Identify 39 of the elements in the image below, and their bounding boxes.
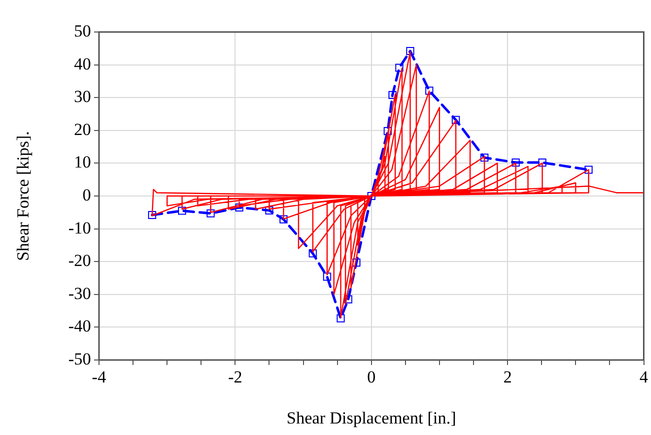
point bbox=[384, 127, 392, 136]
point bbox=[323, 272, 332, 281]
y-tick-label: 30 bbox=[74, 87, 91, 106]
x-tick-label: 2 bbox=[503, 368, 512, 387]
y-tick-label: 10 bbox=[74, 152, 91, 172]
y-tick-label: -30 bbox=[68, 284, 91, 303]
x-tick-label: -2 bbox=[228, 368, 242, 387]
point bbox=[206, 209, 215, 218]
y-tick-label: 20 bbox=[74, 120, 91, 139]
point bbox=[352, 258, 360, 267]
x-tick-label: -4 bbox=[92, 368, 107, 387]
y-tick-label: -10 bbox=[68, 218, 91, 238]
y-tick-label: -40 bbox=[68, 316, 91, 336]
point bbox=[425, 86, 434, 95]
x-tick-label: 4 bbox=[640, 368, 648, 387]
y-tick-label: 40 bbox=[74, 54, 91, 74]
point bbox=[395, 64, 404, 72]
y-tick-label: -20 bbox=[68, 251, 91, 270]
point bbox=[148, 210, 156, 220]
point bbox=[584, 166, 593, 174]
y-tick-label: 50 bbox=[74, 21, 91, 40]
point bbox=[388, 90, 397, 100]
point bbox=[538, 158, 546, 167]
point bbox=[512, 158, 520, 167]
point bbox=[308, 249, 317, 258]
point bbox=[406, 46, 414, 56]
point bbox=[336, 314, 345, 322]
point bbox=[344, 295, 352, 304]
point bbox=[452, 116, 460, 124]
y-tick-label: 0 bbox=[82, 185, 91, 204]
point bbox=[235, 203, 244, 212]
point bbox=[178, 206, 186, 215]
x-axis-title: Shear Displacement [in.] bbox=[286, 408, 456, 428]
point bbox=[280, 215, 288, 224]
point bbox=[480, 154, 488, 162]
x-tick-label: 0 bbox=[367, 368, 376, 387]
y-tick-label: -50 bbox=[68, 349, 91, 368]
y-axis-title: Shear Force [kips]. bbox=[14, 131, 33, 261]
point bbox=[265, 206, 274, 214]
